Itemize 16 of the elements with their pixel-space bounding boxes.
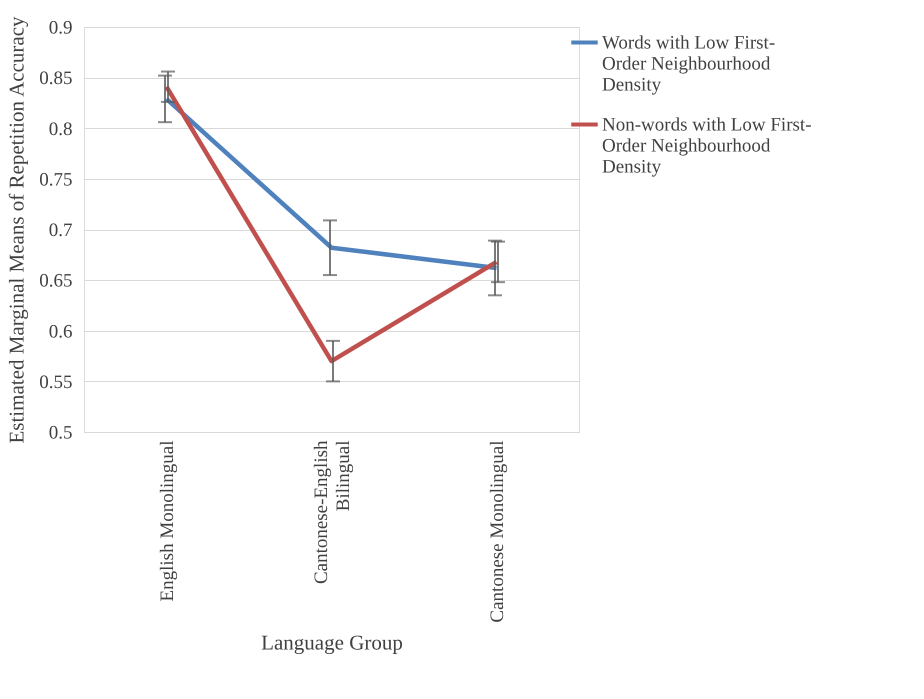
- x-tick-label: Cantonese Monolingual: [487, 440, 508, 623]
- x-tick-label: Cantonese-English Bilingual: [311, 440, 354, 584]
- y-tick-label: 0.5: [48, 422, 72, 444]
- legend-label: Non-words with Low First-Order Neighbourhood Density: [602, 114, 812, 178]
- y-tick-label: 0.9: [48, 18, 72, 38]
- y-tick-label: 0.75: [39, 169, 72, 190]
- y-tick-label: 0.7: [48, 220, 72, 241]
- y-tick-label: 0.55: [39, 372, 72, 393]
- y-tick-label: 0.8: [48, 118, 72, 140]
- y-axis-title: Estimated Marginal Means of Repetition Accuracy: [4, 16, 28, 444]
- x-tick-label: English Monolingual: [157, 440, 178, 602]
- y-tick-label: 0.6: [48, 321, 72, 342]
- y-tick-label: 0.65: [39, 270, 72, 292]
- y-tick-label: 0.85: [39, 68, 72, 90]
- legend-label: Words with Low First-Order Neighbourhood Density: [602, 32, 776, 96]
- x-axis-title: Language Group: [261, 630, 403, 655]
